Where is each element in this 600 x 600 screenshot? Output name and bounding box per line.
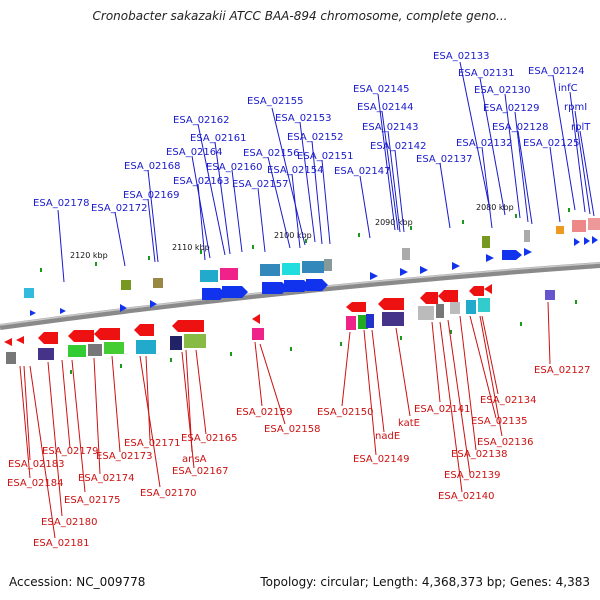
gene-label: ESA_02125 — [523, 138, 580, 149]
gene-label: rplT — [571, 122, 591, 133]
gene-label: ESA_02168 — [124, 161, 181, 172]
gene-label: ESA_02127 — [534, 365, 591, 376]
gene-label: ESA_02140 — [438, 491, 495, 502]
gene-label: ESA_02169 — [123, 190, 180, 201]
gene-label: ESA_02137 — [416, 154, 473, 165]
gene-label: katE — [398, 418, 420, 429]
gene-label: ESA_02158 — [264, 424, 321, 435]
gene-label: ESA_02130 — [474, 85, 531, 96]
gene-label: ESA_02173 — [96, 451, 153, 462]
gene-label: nadE — [375, 431, 400, 442]
gene-label: ESA_02128 — [492, 122, 549, 133]
gene-label: ESA_02151 — [297, 151, 354, 162]
reverse-gene-labels: ESA_02127 ESA_02134 ESA_02141 ESA_02159 … — [7, 365, 591, 549]
gene-label: ESA_02175 — [64, 495, 121, 506]
gene-label: ESA_02134 — [480, 395, 537, 406]
tick-label: 2100 kbp — [274, 231, 312, 240]
gene-label: ESA_02145 — [353, 84, 410, 95]
gene-label: ESA_02161 — [190, 133, 247, 144]
forward-feature-boxes — [24, 218, 600, 298]
gene-label: ansA — [182, 454, 207, 465]
tick-label: 2110 kbp — [172, 243, 210, 252]
gene-label: ESA_02157 — [232, 179, 289, 190]
reverse-leader-lines — [19, 301, 551, 539]
gene-label: rpmI — [564, 102, 587, 113]
gene-label: ESA_02170 — [140, 488, 197, 499]
gene-label: ESA_02163 — [173, 176, 230, 187]
gene-label: ESA_02180 — [41, 517, 98, 528]
gene-label: ESA_02162 — [173, 115, 230, 126]
gene-label: ESA_02131 — [458, 68, 515, 79]
gene-label: ESA_02135 — [471, 416, 528, 427]
gene-label: ESA_02164 — [166, 147, 223, 158]
gene-label: ESA_02171 — [124, 438, 181, 449]
gene-label: ESA_02152 — [287, 132, 344, 143]
gene-label: ESA_02154 — [267, 165, 324, 176]
gene-label: ESA_02183 — [8, 459, 65, 470]
gene-label: ESA_02142 — [370, 141, 427, 152]
gene-label: ESA_02136 — [477, 437, 534, 448]
tick-label: 2080 kbp — [476, 203, 514, 212]
forward-gene-labels: ESA_02133 ESA_02131 ESA_02124 ESA_02145 … — [33, 51, 591, 214]
gene-label: ESA_02150 — [317, 407, 374, 418]
forward-leader-lines — [57, 61, 595, 283]
gene-label: ESA_02144 — [357, 102, 414, 113]
reverse-genes — [4, 284, 492, 346]
gene-label: ESA_02139 — [444, 470, 501, 481]
gene-label: ESA_02133 — [433, 51, 490, 62]
forward-genes — [30, 236, 598, 316]
gene-label: ESA_02174 — [78, 473, 135, 484]
gene-label: ESA_02181 — [33, 538, 90, 549]
gene-label: ESA_02179 — [42, 446, 99, 457]
gene-label: ESA_02155 — [247, 96, 304, 107]
gene-label: ESA_02184 — [7, 478, 64, 489]
gene-label: ESA_02178 — [33, 198, 90, 209]
gene-label: ESA_02153 — [275, 113, 332, 124]
gene-label: ESA_02156 — [243, 148, 300, 159]
outer-guide-ticks — [40, 208, 577, 374]
gene-label: ESA_02143 — [362, 122, 419, 133]
tick-label: 2120 kbp — [70, 251, 108, 260]
gene-label: ESA_02165 — [181, 433, 238, 444]
accession-text: Accession: NC_009778 — [9, 575, 146, 589]
gene-label: ESA_02172 — [91, 203, 148, 214]
gene-label: ESA_02129 — [483, 103, 540, 114]
gene-label: ESA_02138 — [451, 449, 508, 460]
gene-label: ESA_02124 — [528, 66, 585, 77]
reverse-feature-boxes — [6, 298, 490, 364]
gene-label: ESA_02141 — [414, 404, 471, 415]
gene-label: ESA_02147 — [334, 166, 391, 177]
gene-label: ESA_02149 — [353, 454, 410, 465]
gene-label: infC — [558, 83, 578, 94]
topology-text: Topology: circular; Length: 4,368,373 bp… — [260, 575, 590, 589]
map-title: Cronobacter sakazakii ATCC BAA-894 chrom… — [92, 9, 508, 23]
gene-label: ESA_02132 — [456, 138, 513, 149]
gene-label: ESA_02160 — [206, 162, 263, 173]
gene-label: ESA_02167 — [172, 466, 229, 477]
gene-label: ESA_02159 — [236, 407, 293, 418]
